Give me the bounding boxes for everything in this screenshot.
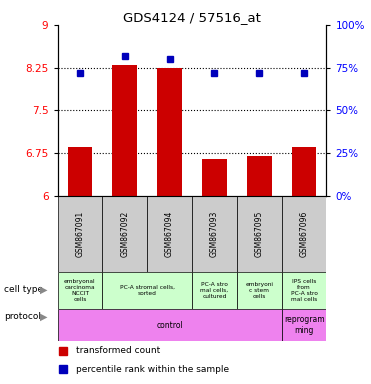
Bar (292, 147, 316, 196)
Text: transformed count: transformed count (76, 346, 161, 355)
Bar (192, 196, 237, 272)
Text: GSM867096: GSM867096 (299, 210, 309, 257)
Bar (237, 272, 282, 309)
Bar (282, 196, 326, 272)
Text: GSM867092: GSM867092 (120, 211, 129, 257)
Text: reprogram
ming: reprogram ming (284, 315, 324, 335)
Bar (68, 147, 92, 196)
Text: ▶: ▶ (40, 285, 47, 295)
Text: control: control (156, 321, 183, 329)
Bar (282, 309, 326, 341)
Text: embryonal
carcinoma
NCCIT
cells: embryonal carcinoma NCCIT cells (64, 279, 96, 301)
Text: GSM867095: GSM867095 (255, 210, 264, 257)
Text: protocol: protocol (4, 312, 41, 321)
Bar (282, 272, 326, 309)
Text: percentile rank within the sample: percentile rank within the sample (76, 365, 229, 374)
Bar (102, 196, 147, 272)
Bar (147, 196, 192, 272)
Text: PC-A stromal cells,
sorted: PC-A stromal cells, sorted (120, 285, 175, 296)
Text: ▶: ▶ (40, 312, 47, 322)
Text: GSM867094: GSM867094 (165, 210, 174, 257)
Bar (112, 65, 137, 196)
Text: GSM867091: GSM867091 (75, 211, 85, 257)
Bar (192, 272, 237, 309)
Text: cell type: cell type (4, 285, 43, 295)
Title: GDS4124 / 57516_at: GDS4124 / 57516_at (123, 11, 261, 24)
Bar (58, 309, 282, 341)
Bar (58, 196, 102, 272)
Bar (157, 68, 182, 196)
Bar (58, 272, 102, 309)
Bar (247, 156, 272, 196)
Text: embryoni
c stem
cells: embryoni c stem cells (245, 282, 273, 299)
Bar (202, 159, 227, 196)
Bar (102, 272, 192, 309)
Text: GSM867093: GSM867093 (210, 210, 219, 257)
Text: PC-A stro
mal cells,
cultured: PC-A stro mal cells, cultured (200, 282, 229, 299)
Text: IPS cells
from
PC-A stro
mal cells: IPS cells from PC-A stro mal cells (290, 279, 318, 301)
Bar (237, 196, 282, 272)
